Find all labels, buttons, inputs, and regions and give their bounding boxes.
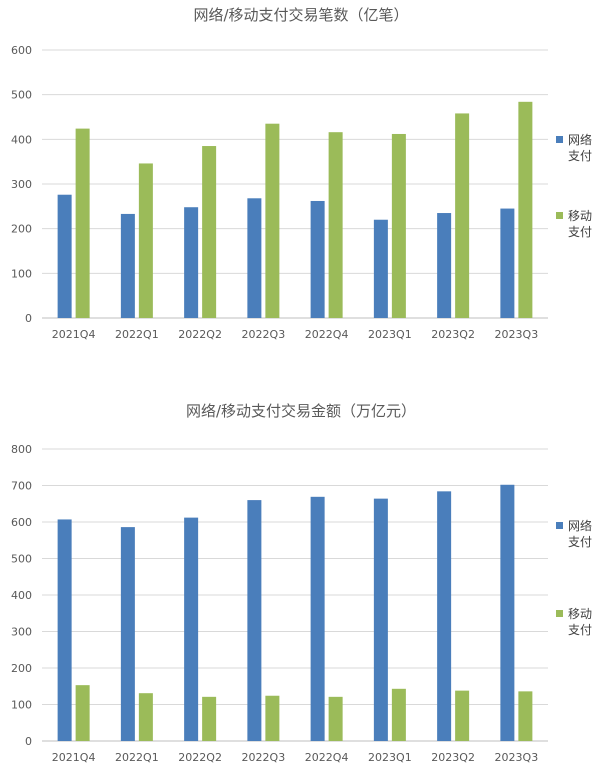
- x-tick-label: 2022Q2: [178, 328, 222, 341]
- chart-plot-area: 0 100 200 300 400 500 600 2021Q4 2022Q1 2022Q2 202…: [11, 44, 548, 341]
- legend-item-series-1: 网络 支付: [556, 132, 602, 164]
- bar-series-2-2022Q4: [328, 696, 343, 741]
- x-tick-label: 2022Q1: [115, 751, 159, 764]
- legend-label: 网络 支付: [568, 519, 593, 549]
- y-tick-label: 800: [11, 443, 32, 456]
- y-tick-label: 300: [11, 178, 32, 191]
- y-tick-label: 0: [25, 312, 32, 325]
- y-tick-label: 400: [11, 589, 32, 602]
- x-tick-label: 2023Q3: [495, 328, 539, 341]
- bar-series-1-2023Q2: [437, 213, 452, 318]
- bar-series-2-2021Q4: [75, 685, 90, 741]
- bar-series-1-2022Q2: [184, 207, 199, 318]
- bar-series-2-2023Q3: [518, 101, 533, 319]
- x-tick-label: 2022Q4: [305, 751, 349, 764]
- bar-series-1-2021Q4: [57, 194, 72, 318]
- bar-series-1-2023Q1: [373, 219, 388, 318]
- legend: 网络 支付 移动 支付: [556, 518, 602, 682]
- transaction-count-chart: 网络/移动支付交易笔数（亿笔） 0 100 200 300 400 500 600 2021Q…: [0, 0, 602, 380]
- x-tick-label: 2023Q1: [368, 328, 412, 341]
- bar-series-2-2022Q1: [138, 163, 153, 318]
- bar-series-2-2023Q3: [518, 691, 533, 741]
- y-tick-label: 100: [11, 699, 32, 712]
- legend: 网络 支付 移动 支付: [556, 132, 602, 284]
- bar-series-2-2021Q4: [75, 128, 90, 318]
- legend-item-series-2: 移动 支付: [556, 606, 602, 638]
- bar-series-2-2022Q2: [202, 146, 217, 318]
- chart-title: 网络/移动支付交易笔数（亿笔）: [193, 6, 409, 24]
- bar-series-1-2022Q2: [184, 517, 199, 741]
- legend-label: 移动 支付: [568, 607, 593, 637]
- bar-series-1-2021Q4: [57, 519, 72, 741]
- bar-series-2-2022Q3: [265, 695, 280, 741]
- bar-series-2-2022Q2: [202, 696, 217, 741]
- x-tick-label: 2023Q2: [431, 751, 475, 764]
- x-tick-label: 2023Q2: [431, 328, 475, 341]
- chart-title: 网络/移动支付交易金额（万亿元）: [185, 402, 417, 420]
- bar-series-2-2023Q1: [391, 688, 406, 741]
- legend-swatch: [556, 136, 563, 143]
- x-tick-label: 2022Q2: [178, 751, 222, 764]
- bar-series-1-2022Q4: [310, 496, 325, 741]
- y-tick-label: 600: [11, 44, 32, 57]
- bar-series-2-2022Q1: [138, 693, 153, 741]
- x-tick-label: 2021Q4: [52, 751, 96, 764]
- bar-series-1-2023Q3: [500, 484, 515, 741]
- x-tick-label: 2022Q3: [242, 751, 286, 764]
- bar-series-1-2023Q2: [437, 491, 452, 741]
- bar-series-2-2022Q3: [265, 123, 280, 318]
- y-tick-label: 500: [11, 89, 32, 102]
- y-tick-label: 500: [11, 553, 32, 566]
- y-tick-label: 0: [25, 735, 32, 748]
- y-tick-label: 400: [11, 133, 32, 146]
- x-tick-label: 2022Q3: [242, 328, 286, 341]
- bar-series-2-2023Q2: [455, 113, 470, 318]
- bar-series-1-2023Q1: [373, 498, 388, 741]
- bar-series-1-2022Q1: [120, 527, 135, 741]
- legend-swatch: [556, 610, 563, 617]
- bar-series-2-2023Q1: [391, 133, 406, 318]
- legend-item-series-2: 移动 支付: [556, 208, 602, 240]
- bar-series-1-2022Q4: [310, 200, 325, 318]
- legend-swatch: [556, 212, 563, 219]
- legend-label: 移动 支付: [568, 209, 593, 239]
- x-tick-label: 2022Q1: [115, 328, 159, 341]
- bar-series-1-2022Q3: [247, 500, 262, 741]
- y-tick-label: 100: [11, 267, 32, 280]
- bar-series-2-2023Q2: [455, 690, 470, 741]
- y-tick-label: 200: [11, 223, 32, 236]
- x-tick-label: 2021Q4: [52, 328, 96, 341]
- x-tick-label: 2023Q1: [368, 751, 412, 764]
- chart-plot-area: 0 100 200 300 400 500 600 700 800 2021Q4 2022Q1 202…: [11, 443, 548, 764]
- transaction-amount-chart: 网络/移动支付交易金额（万亿元） 0 100 200 300 400 500 600 700 8…: [0, 388, 602, 776]
- x-tick-label: 2023Q3: [495, 751, 539, 764]
- bar-series-1-2022Q1: [120, 213, 135, 318]
- legend-label: 网络 支付: [568, 133, 593, 163]
- legend-item-series-1: 网络 支付: [556, 518, 602, 550]
- x-tick-label: 2022Q4: [305, 328, 349, 341]
- y-tick-label: 300: [11, 626, 32, 639]
- y-tick-label: 600: [11, 516, 32, 529]
- y-tick-label: 700: [11, 480, 32, 493]
- bar-series-1-2023Q3: [500, 208, 515, 318]
- bar-series-2-2022Q4: [328, 132, 343, 318]
- bar-series-1-2022Q3: [247, 198, 262, 318]
- legend-swatch: [556, 522, 563, 529]
- y-tick-label: 200: [11, 662, 32, 675]
